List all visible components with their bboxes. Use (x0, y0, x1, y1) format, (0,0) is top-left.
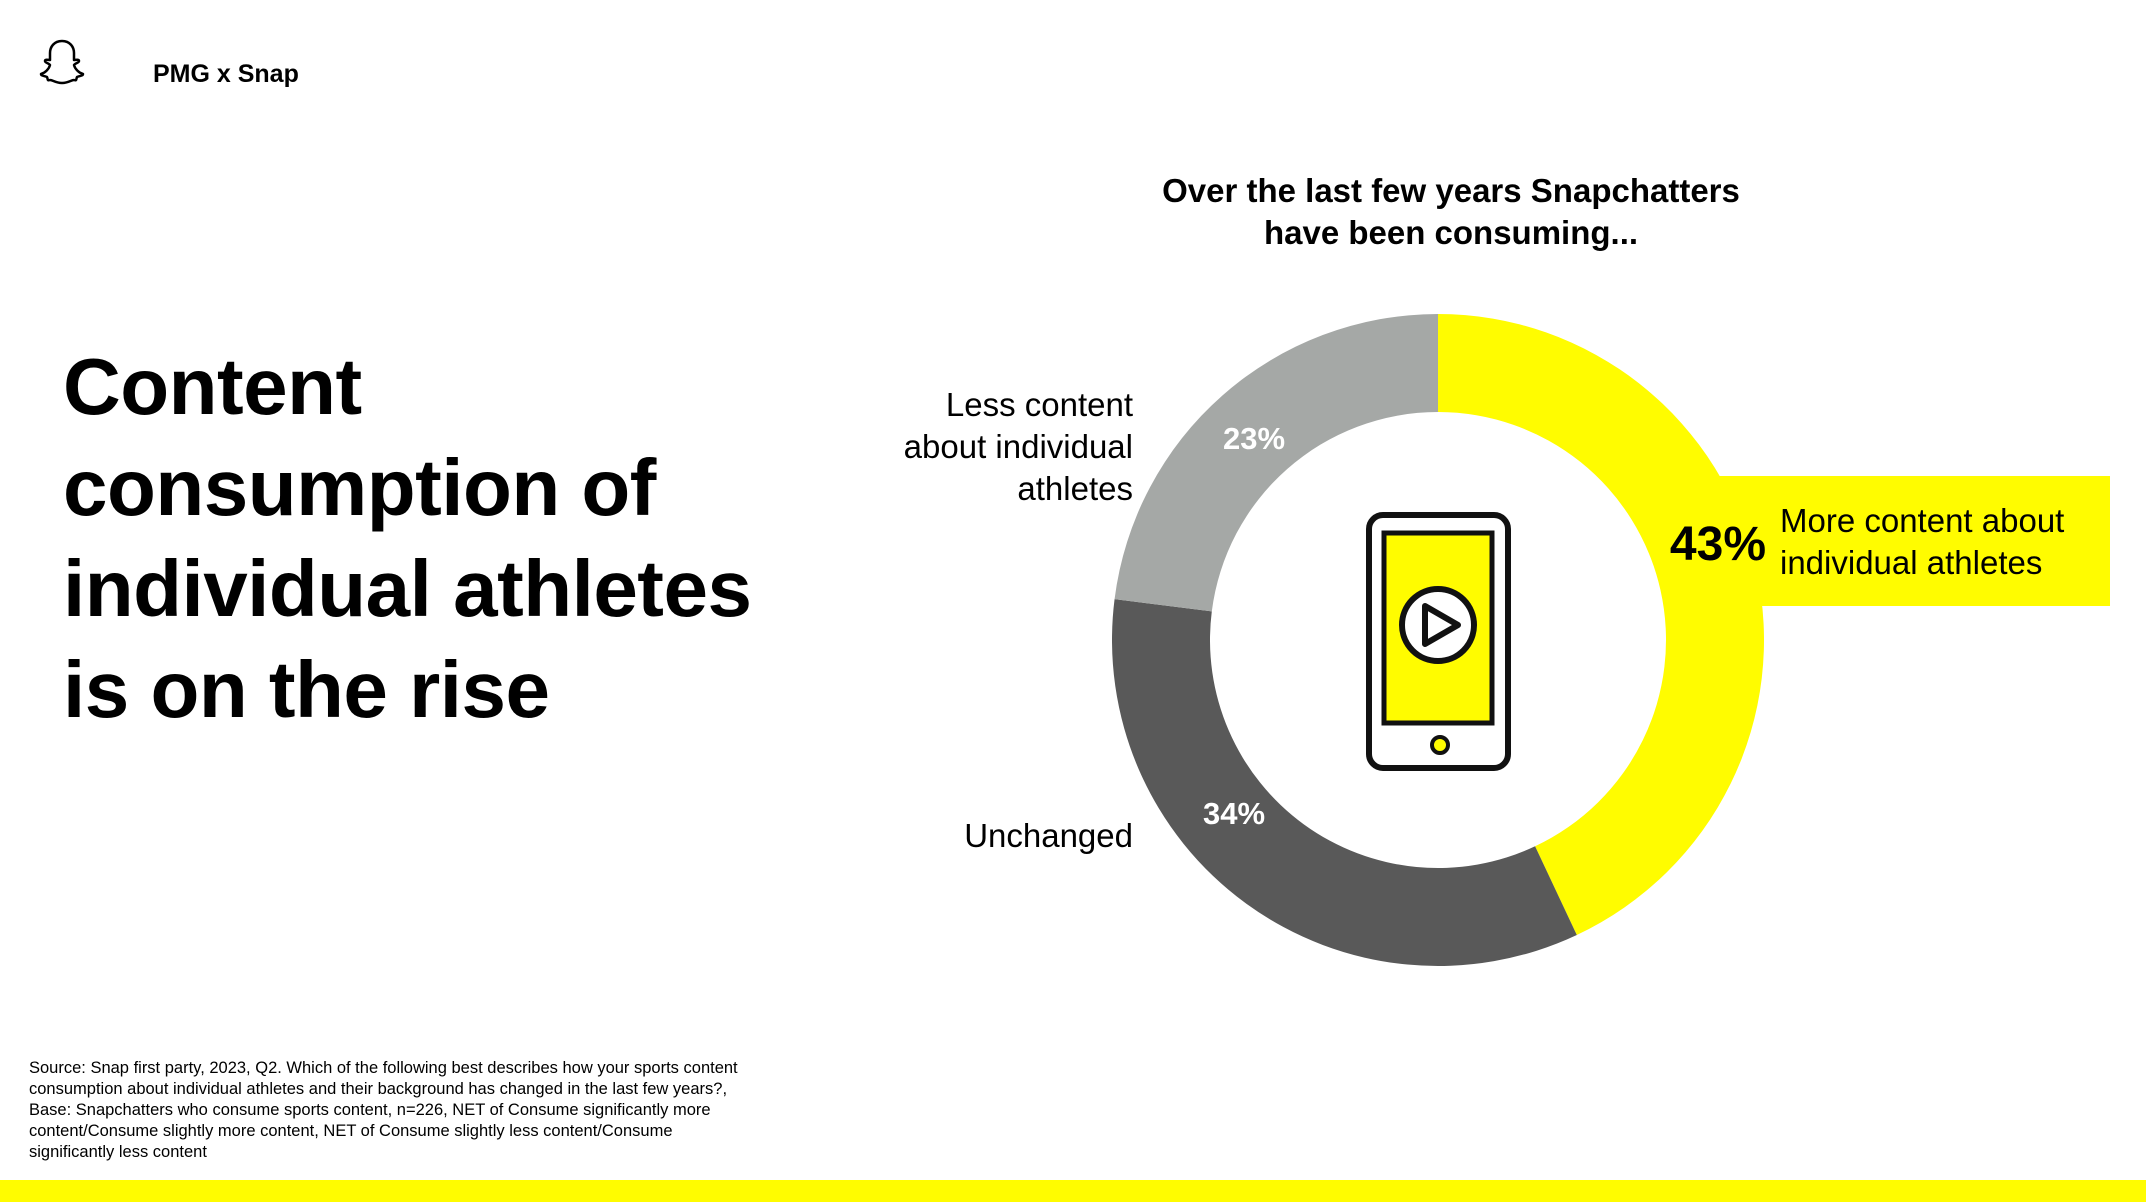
category-label-more: More content about individual athletes (1780, 500, 2064, 584)
category-label-less: Less content about individual athletes (833, 384, 1133, 510)
phone-play-icon (1366, 512, 1511, 771)
data-label-unchanged: 34% (1203, 796, 1265, 831)
data-label-more: 43% (1670, 518, 1766, 571)
headline-line: Content (63, 342, 362, 431)
headline-line: individual athletes (63, 544, 752, 633)
label-line: More content about (1780, 502, 2065, 539)
label-line: athletes (1017, 470, 1133, 507)
headline-line: consumption of (63, 443, 656, 532)
headline: Content consumption of individual athlet… (63, 336, 752, 740)
slice-less (1114, 314, 1438, 612)
chart-title: Over the last few years Snapchatters hav… (1100, 170, 1802, 254)
label-line: individual athletes (1780, 544, 2043, 581)
chart-title-line: have been consuming... (1263, 214, 1639, 251)
footer-bar (0, 1180, 2146, 1202)
highlight-band (1718, 476, 2110, 606)
snapchat-ghost-icon (39, 39, 85, 85)
label-line: Less content (945, 386, 1133, 423)
category-label-unchanged: Unchanged (833, 815, 1133, 857)
slice-more (1438, 314, 1764, 935)
brand-title: PMG x Snap (153, 60, 299, 88)
headline-line: is on the rise (63, 645, 550, 734)
source-note: Source: Snap first party, 2023, Q2. Whic… (29, 1059, 738, 1161)
label-line: Unchanged (964, 817, 1133, 854)
slice-unchanged (1112, 599, 1577, 966)
label-line: about individual (903, 428, 1133, 465)
chart-title-line: Over the last few years Snapchatters (1162, 172, 1740, 209)
data-label-less: 23% (1223, 421, 1285, 456)
